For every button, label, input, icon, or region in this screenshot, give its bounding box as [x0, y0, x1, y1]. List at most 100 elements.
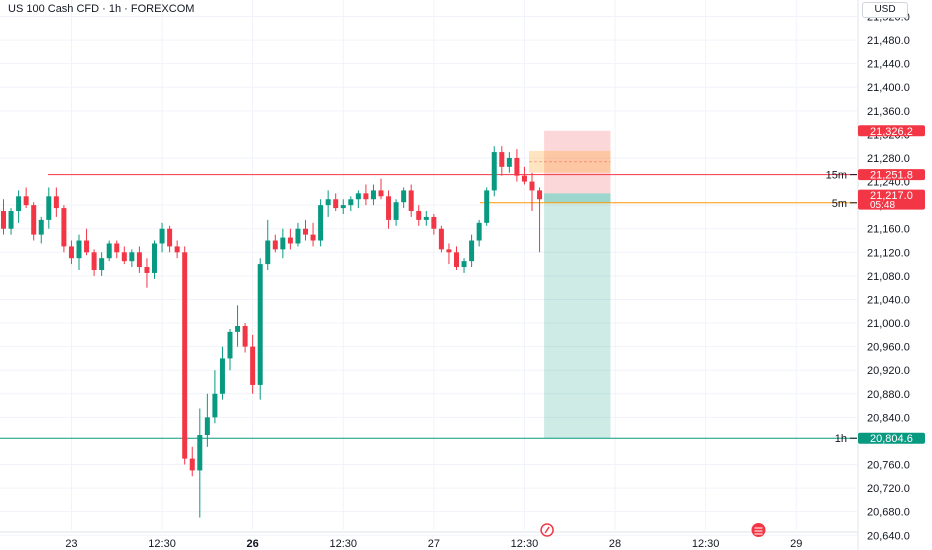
candle-body — [136, 252, 142, 268]
candle-body — [114, 243, 120, 253]
candle-body — [76, 240, 82, 259]
candle-body — [355, 193, 361, 200]
candle-body — [310, 234, 316, 241]
candle-body — [491, 152, 497, 191]
y-tick-label: 20,960.0 — [867, 342, 910, 354]
countdown-label: 05:48 — [870, 200, 895, 211]
candle-body — [46, 196, 52, 220]
candle-body — [423, 216, 429, 220]
candle-body — [265, 240, 271, 265]
y-tick-label: 21,040.0 — [867, 294, 910, 306]
candle-body — [484, 190, 490, 223]
x-tick-label: 12:30 — [148, 538, 176, 550]
candle-body — [219, 358, 225, 394]
candle-body — [431, 216, 437, 229]
y-tick-label: 21,400.0 — [867, 82, 910, 94]
candle-body — [152, 243, 157, 273]
candle-body — [521, 175, 527, 182]
candle-body — [144, 267, 150, 273]
y-tick-label: 20,640.0 — [867, 530, 910, 542]
candle-body — [295, 228, 301, 244]
level-label: 5m — [832, 198, 847, 210]
profit-progress — [544, 193, 611, 203]
x-tick-label: 26 — [247, 538, 259, 550]
y-tick-label: 20,720.0 — [867, 483, 910, 495]
candle-body — [197, 435, 203, 471]
flag-icon — [754, 527, 763, 535]
candle-body — [189, 458, 195, 471]
candle-body — [416, 211, 422, 220]
level-label: 1h — [835, 433, 847, 445]
candle-body — [370, 190, 376, 200]
candle-body — [454, 252, 459, 268]
candle-body — [363, 193, 369, 200]
candle-body — [318, 205, 324, 241]
candle-body — [159, 228, 165, 244]
event-marker-icon — [544, 526, 550, 534]
candle-body — [333, 199, 339, 209]
candle-body — [348, 199, 354, 206]
y-tick-label: 21,360.0 — [867, 106, 910, 118]
candle-body — [325, 199, 331, 206]
price-badge — [858, 432, 925, 444]
candle-body — [408, 190, 414, 212]
candle-body — [242, 325, 248, 347]
y-tick-label: 20,680.0 — [867, 507, 910, 519]
candle-body — [1, 211, 6, 229]
take-profit-zone — [544, 193, 611, 439]
candle-body — [91, 252, 97, 270]
candle-body — [469, 240, 475, 262]
candle-body — [121, 252, 127, 262]
candle-body — [227, 331, 233, 359]
y-tick-label: 21,280.0 — [867, 153, 910, 165]
chart-title: US 100 Cash CFD · 1h · FOREXCOM — [8, 3, 195, 15]
candle-body — [303, 228, 308, 235]
candle-body — [438, 228, 444, 250]
candle-body — [129, 252, 135, 262]
price-axis — [858, 0, 932, 550]
candle-body — [212, 393, 218, 418]
candle-body — [182, 252, 188, 459]
price-badge — [858, 189, 925, 210]
candle-body — [340, 205, 346, 209]
y-tick-label: 21,480.0 — [867, 35, 910, 47]
price-badge — [858, 125, 925, 137]
candle-body — [167, 228, 173, 247]
x-tick-label: 28 — [609, 538, 621, 550]
candle-body — [476, 222, 482, 241]
y-tick-label: 20,760.0 — [867, 460, 910, 472]
candle-body — [529, 181, 535, 191]
y-tick-label: 21,080.0 — [867, 271, 910, 283]
candle-body — [204, 417, 210, 436]
y-tick-label: 21,000.0 — [867, 318, 910, 330]
candle-body — [8, 211, 14, 229]
candle-body — [38, 219, 44, 235]
y-tick-label: 20,920.0 — [867, 365, 910, 377]
candle-body — [287, 237, 293, 244]
candle-body — [461, 261, 467, 268]
candle-body — [514, 157, 520, 176]
y-tick-label: 21,120.0 — [867, 247, 910, 259]
candle-body — [257, 264, 263, 385]
candle-body — [174, 246, 180, 253]
candle-body — [235, 325, 241, 332]
y-tick-label: 20,880.0 — [867, 389, 910, 401]
currency-selector[interactable]: USD — [862, 2, 908, 18]
flag-icon — [751, 523, 766, 537]
candle-body — [53, 196, 59, 209]
candle-body — [23, 196, 29, 206]
x-tick-label: 23 — [65, 538, 77, 550]
x-tick-label: 29 — [790, 538, 802, 550]
candle-body — [499, 152, 505, 167]
candle-body — [106, 243, 112, 259]
price-badge-label: 21,326.2 — [870, 126, 913, 138]
candle-body — [61, 208, 67, 247]
candle-body — [280, 237, 286, 250]
price-badge-label: 20,804.6 — [870, 433, 913, 445]
candle-body — [537, 190, 543, 200]
x-tick-label: 12:30 — [692, 538, 720, 550]
price-badge-label: 21,251.8 — [870, 170, 913, 182]
candle-body — [386, 196, 392, 220]
candle-body — [506, 157, 512, 167]
